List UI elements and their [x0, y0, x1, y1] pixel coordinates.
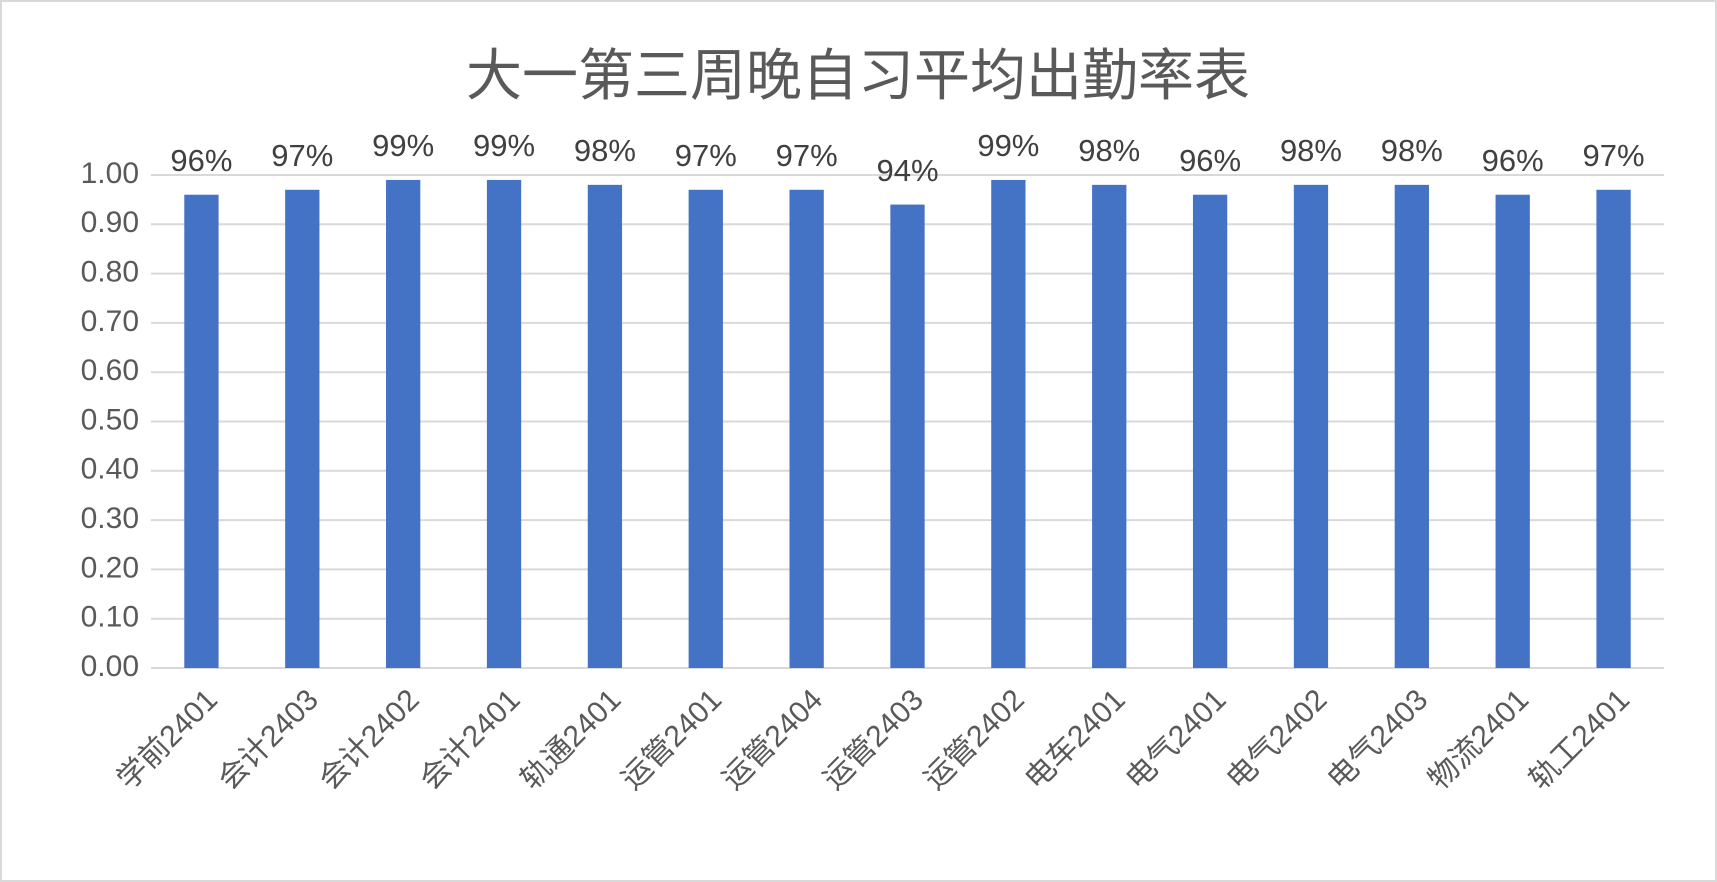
- bar: [486, 179, 522, 668]
- data-label: 94%: [876, 153, 938, 188]
- y-tick-label: 0.40: [81, 453, 139, 486]
- y-tick-label: 0.30: [81, 502, 139, 535]
- bar: [587, 184, 623, 669]
- bar: [991, 179, 1026, 668]
- data-label: 98%: [1078, 133, 1140, 168]
- data-label: 99%: [977, 128, 1039, 163]
- bar: [1596, 189, 1631, 669]
- bar: [890, 204, 925, 668]
- data-label: 99%: [372, 128, 434, 163]
- data-label: 96%: [170, 143, 232, 178]
- y-tick-label: 0.60: [81, 354, 139, 387]
- y-tick-label: 0.10: [81, 601, 139, 634]
- data-label: 97%: [271, 138, 333, 173]
- y-tick-label: 0.80: [81, 256, 139, 289]
- bar: [285, 189, 320, 669]
- data-label: 98%: [574, 133, 636, 168]
- data-label: 96%: [1179, 143, 1241, 178]
- y-tick-label: 0.50: [81, 403, 139, 436]
- data-label: 96%: [1482, 143, 1544, 178]
- data-label: 97%: [776, 138, 838, 173]
- bar: [1092, 184, 1127, 669]
- data-label: 97%: [1583, 138, 1645, 173]
- y-tick-label: 1.00: [81, 157, 139, 190]
- data-label: 99%: [473, 128, 535, 163]
- y-tick-label: 0.70: [81, 305, 139, 338]
- bar: [184, 194, 219, 668]
- bar: [386, 179, 421, 668]
- data-label: 98%: [1280, 133, 1342, 168]
- bar: [1293, 184, 1329, 669]
- bar: [1495, 194, 1530, 668]
- chart-title: 大一第三周晚自习平均出勤率表: [466, 44, 1250, 107]
- data-label: 98%: [1381, 133, 1443, 168]
- data-label: 97%: [675, 138, 737, 173]
- bar: [789, 189, 824, 669]
- y-tick-label: 0.00: [81, 650, 139, 683]
- y-tick-label: 0.90: [81, 206, 139, 239]
- y-tick-label: 0.20: [81, 551, 139, 584]
- bar: [688, 189, 723, 669]
- bar: [1394, 184, 1429, 669]
- bar: [1192, 194, 1228, 668]
